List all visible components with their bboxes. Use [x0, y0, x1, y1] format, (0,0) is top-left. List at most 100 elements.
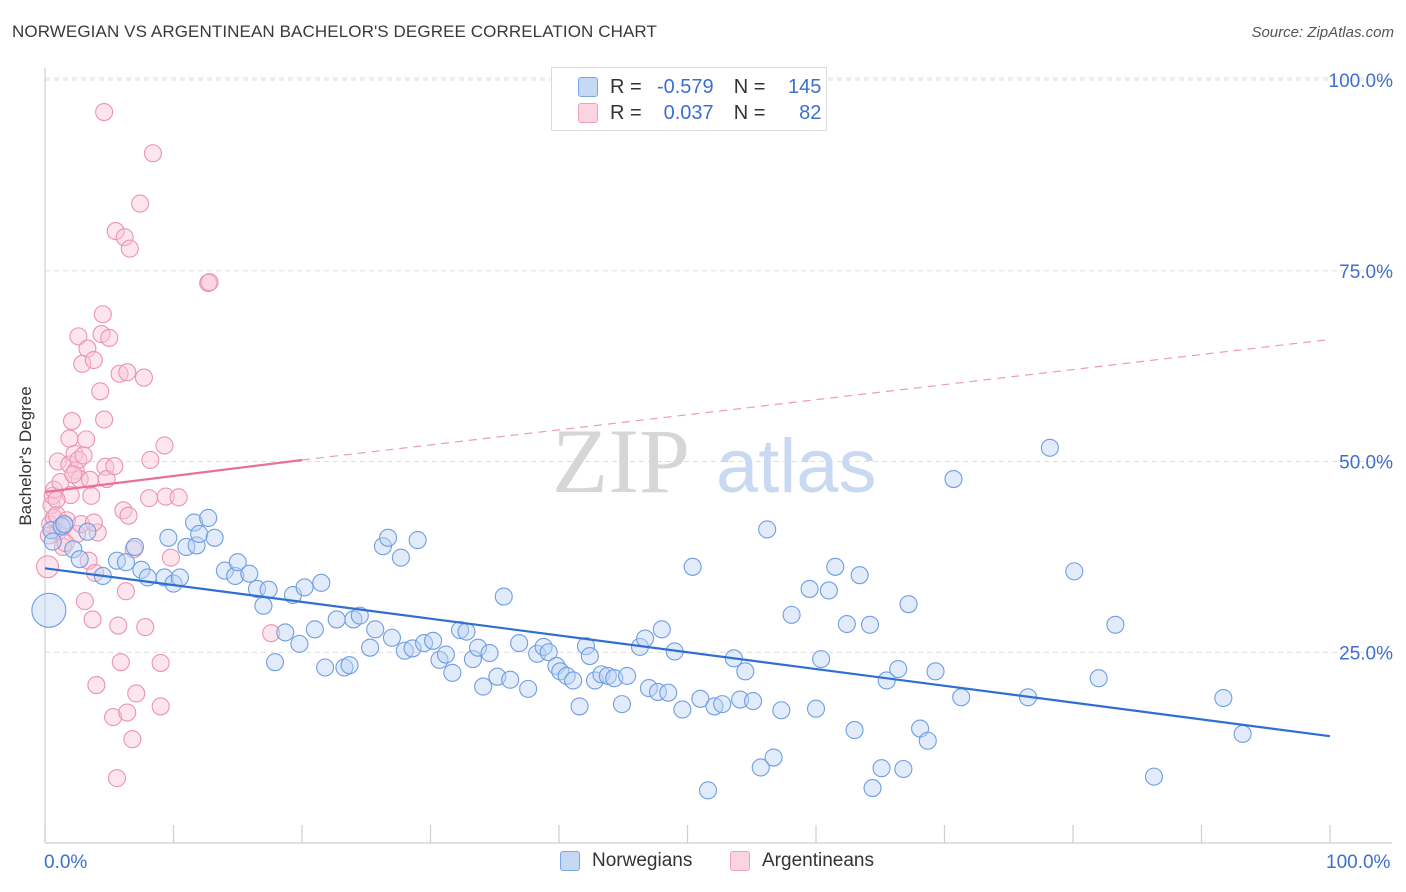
r-label: R =	[610, 101, 642, 124]
r-value: 0.037	[663, 101, 714, 124]
legend-label: Argentineans	[762, 850, 874, 871]
data-point	[199, 508, 218, 528]
r-value: -0.579	[656, 75, 714, 98]
x-tick-min: 0.0%	[44, 852, 88, 873]
data-point	[316, 658, 335, 677]
data-point	[43, 532, 62, 551]
data-point	[691, 689, 710, 708]
data-point	[111, 653, 130, 672]
data-point	[782, 605, 801, 624]
data-point	[382, 628, 402, 647]
data-point	[155, 436, 174, 455]
data-point	[123, 730, 142, 749]
argentineans-swatch	[578, 103, 598, 123]
data-point	[519, 679, 538, 698]
data-point	[639, 679, 659, 698]
data-point	[539, 643, 558, 662]
n-label: N =	[733, 101, 766, 124]
data-point	[826, 557, 845, 576]
data-point	[736, 662, 755, 681]
argentineans-swatch	[730, 851, 750, 871]
data-point	[764, 748, 783, 767]
y-tick-label: 75.0%	[1339, 262, 1393, 283]
data-point	[361, 638, 380, 657]
data-point	[107, 551, 127, 570]
data-point	[228, 553, 247, 572]
data-point	[132, 560, 151, 579]
data-point	[564, 671, 583, 690]
data-point	[156, 487, 175, 506]
data-point	[534, 637, 553, 656]
y-tick-label: 100.0%	[1329, 71, 1394, 92]
data-point	[699, 781, 718, 800]
data-point	[1233, 724, 1252, 743]
data-point	[812, 650, 831, 669]
data-point	[61, 486, 80, 505]
data-point	[528, 644, 547, 663]
data-point	[463, 650, 482, 669]
data-point	[64, 540, 83, 559]
data-point	[305, 620, 324, 639]
data-point	[443, 663, 462, 682]
data-point	[104, 708, 123, 727]
data-point	[78, 339, 97, 358]
data-point	[136, 618, 155, 637]
data-point	[636, 629, 655, 648]
x-tick-max: 100.0%	[1326, 852, 1391, 873]
data-point	[100, 328, 119, 347]
argentineans-trend-extension	[301, 338, 1331, 461]
data-point	[161, 548, 180, 567]
data-point	[118, 363, 137, 382]
data-point	[944, 469, 963, 489]
data-point	[240, 564, 259, 583]
data-point	[199, 273, 218, 293]
data-point	[131, 194, 150, 213]
data-point	[806, 699, 826, 718]
data-point	[200, 273, 219, 292]
data-point	[134, 368, 153, 387]
data-point	[683, 557, 702, 576]
legend-label: Norwegians	[592, 850, 693, 871]
chart-title: NORWEGIAN VS ARGENTINEAN BACHELOR'S DEGR…	[12, 22, 657, 41]
data-point	[116, 582, 136, 601]
data-point	[570, 697, 589, 716]
data-point	[69, 327, 88, 346]
data-point	[78, 522, 97, 541]
data-point	[83, 610, 102, 629]
data-point	[673, 700, 692, 719]
data-point	[457, 622, 476, 641]
data-point	[350, 606, 369, 625]
data-point	[60, 429, 79, 448]
data-point	[95, 410, 114, 429]
data-point	[159, 528, 178, 547]
data-point	[926, 662, 945, 681]
argentineans-points	[36, 102, 281, 788]
data-point	[110, 364, 129, 383]
data-point	[480, 643, 499, 663]
data-point	[31, 592, 67, 628]
legend-item-norwegians[interactable]: Norwegians	[560, 850, 692, 872]
data-point	[408, 531, 427, 550]
data-point	[327, 610, 346, 629]
legend-item-argentineans[interactable]: Argentineans	[730, 850, 874, 872]
data-point	[48, 452, 67, 471]
data-point	[151, 697, 170, 716]
norwegians-swatch	[560, 851, 580, 871]
data-point	[84, 350, 103, 370]
watermark: ZIP atlas	[552, 410, 877, 512]
correlation-legend: R = -0.579 N = 145 R = 0.037 N = 82	[551, 67, 827, 131]
argentineans-trend-line	[44, 458, 303, 494]
legend-row-norwegians: R = -0.579 N = 145	[552, 74, 821, 100]
data-point	[860, 615, 880, 634]
data-point	[70, 550, 89, 569]
data-point	[116, 553, 136, 572]
data-point	[837, 614, 856, 634]
data-point	[106, 222, 125, 241]
data-point	[436, 645, 455, 664]
data-point	[340, 656, 359, 675]
data-point	[312, 573, 331, 592]
data-point	[889, 659, 908, 679]
data-point	[47, 490, 66, 509]
data-point	[1106, 615, 1125, 634]
